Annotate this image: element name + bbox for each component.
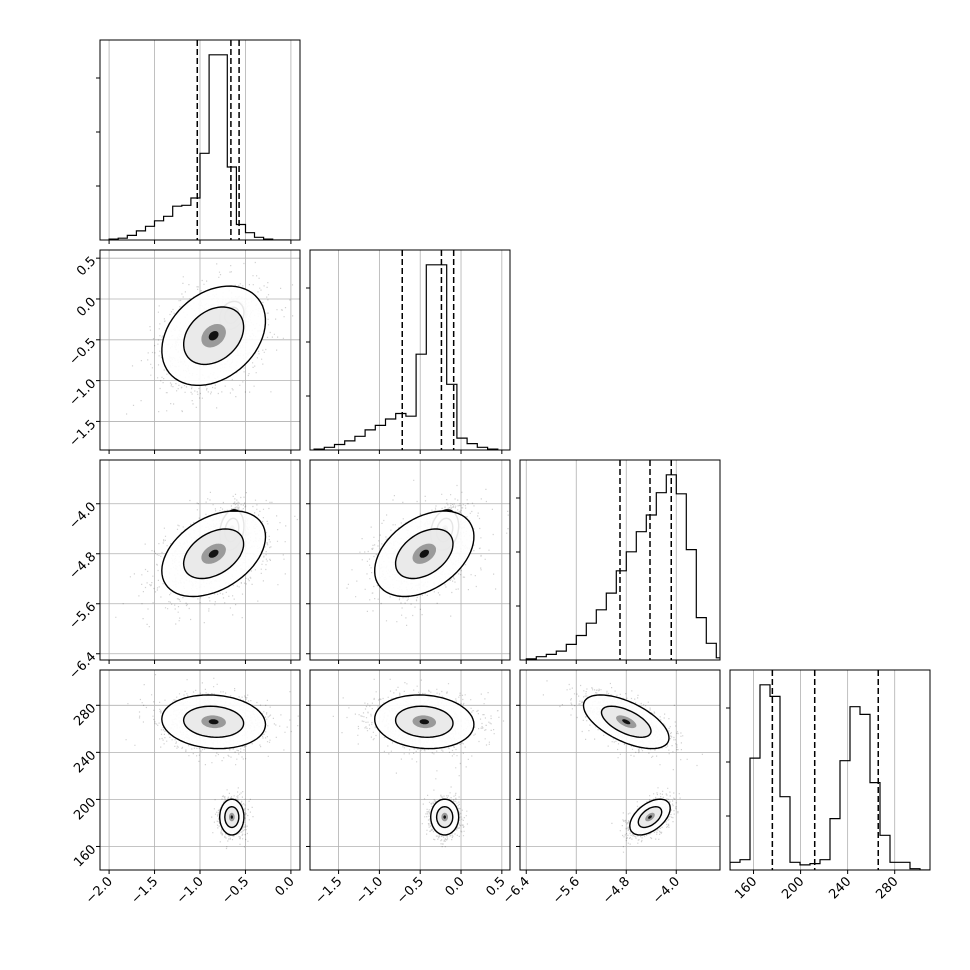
plot-area (108, 40, 291, 240)
histogram-panel-2 (516, 459, 721, 664)
plot-area (332, 678, 505, 848)
density-peak (648, 815, 652, 819)
density-peak (208, 331, 219, 341)
histogram-step (525, 474, 720, 660)
contour-line (373, 694, 475, 750)
contour-line (582, 694, 670, 750)
density-peak (622, 719, 631, 725)
contour-line (161, 694, 267, 750)
panel-frame (309, 669, 511, 871)
density-peak (443, 815, 446, 819)
histogram-step (108, 54, 291, 240)
contour-line (629, 798, 671, 836)
plot-area (525, 460, 720, 660)
plot-area (125, 674, 299, 850)
density-peak (208, 549, 219, 558)
histogram-panel-1 (306, 249, 511, 454)
panel-frame (729, 669, 931, 871)
density-peak (230, 815, 233, 819)
contour-line (218, 798, 245, 836)
contour-line (429, 798, 460, 836)
panel-frame (519, 669, 721, 871)
plot-area (542, 670, 703, 853)
contour-line (394, 528, 454, 580)
histogram-panel-0 (96, 39, 301, 244)
histogram-step (730, 684, 930, 870)
scatter-panel-1-0: −1.5−1.0−0.50.00.5 (66, 249, 301, 454)
contour-line (600, 705, 652, 739)
contour-line (435, 805, 454, 829)
density-peak (419, 719, 429, 725)
panel-frame (309, 249, 511, 451)
plot-area (126, 261, 294, 415)
panel-frame (309, 459, 511, 661)
contour-line (637, 805, 663, 829)
sample-points (346, 479, 509, 626)
plot-area (730, 670, 930, 870)
contour-line (161, 510, 267, 598)
histogram-step (313, 264, 499, 450)
density-peak (208, 719, 219, 725)
contour-line (394, 705, 454, 739)
density-peak (419, 549, 429, 558)
contour-line (161, 285, 267, 386)
contour-line (373, 510, 475, 598)
plot-area (346, 479, 509, 626)
scatter-panel-3-1: −1.5 −1.0 −0.5 0.0 0.5 (306, 669, 511, 907)
panel-frame (519, 459, 721, 661)
contour-line (224, 805, 240, 829)
contour-line (182, 705, 245, 739)
plot-area (313, 250, 499, 450)
contour-line (182, 528, 245, 580)
contour-line (183, 306, 245, 366)
scatter-panel-2-1 (306, 459, 511, 664)
plot-area (115, 491, 298, 628)
